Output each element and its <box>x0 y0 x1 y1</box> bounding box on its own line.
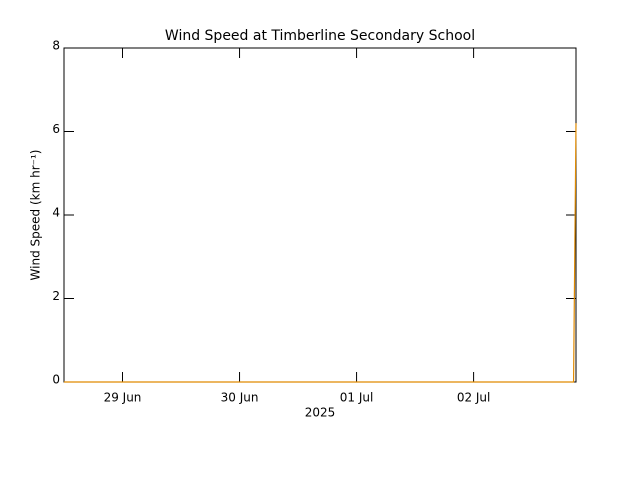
chart-title: Wind Speed at Timberline Secondary Schoo… <box>165 28 475 44</box>
x-axis-label: 2025 <box>305 406 336 420</box>
y-tick-label: 6 <box>52 122 60 136</box>
x-tick-label: 01 Jul <box>340 391 374 405</box>
y-tick-label: 2 <box>52 289 60 303</box>
x-tick-label: 29 Jun <box>104 391 142 405</box>
y-tick-label: 8 <box>52 39 60 53</box>
x-tick-label: 02 Jul <box>457 391 491 405</box>
x-tick-label: 30 Jun <box>221 391 259 405</box>
y-axis-label: Wind Speed (km hr⁻¹) <box>29 150 43 281</box>
y-tick-label: 0 <box>52 373 60 387</box>
y-tick-label: 4 <box>52 206 60 220</box>
data-line <box>64 123 577 383</box>
